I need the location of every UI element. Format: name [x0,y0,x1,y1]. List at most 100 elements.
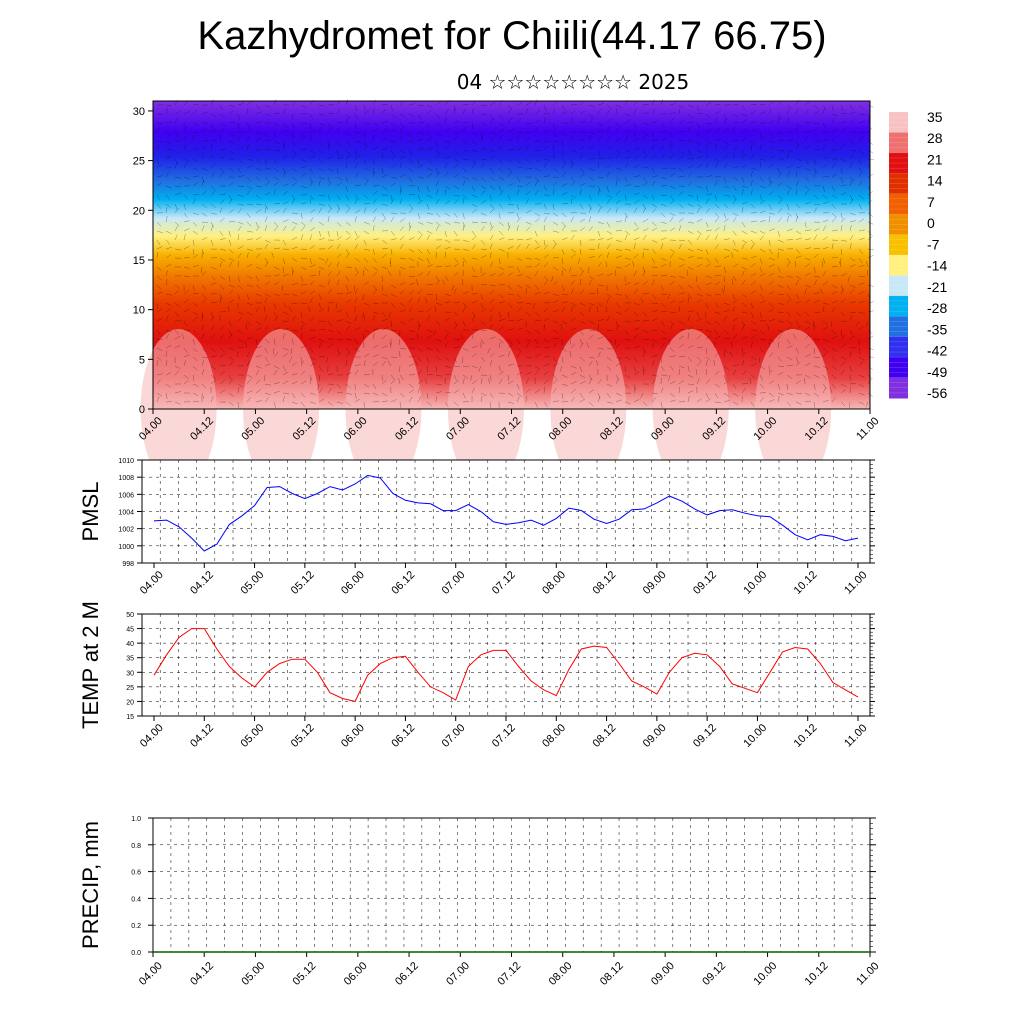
wind-barb [624,230,630,235]
wind-barb [291,149,297,155]
wind-barb [822,163,828,169]
wind-barb [487,378,491,385]
wind-barb [813,338,820,340]
wind-barb [849,351,852,358]
wind-barb [462,347,469,352]
wind-barb [849,284,856,288]
wind-barb [696,234,701,241]
wind-barb [768,264,775,268]
wind-barb [289,306,293,313]
wind-barb [165,333,169,340]
wind-barb [282,380,289,385]
wind-barb [246,158,253,161]
wind-barb [687,390,694,394]
wind-barb [768,180,773,187]
wind-barb [840,369,845,376]
wind-barb [570,158,573,165]
wind-barb [174,248,181,251]
wind-barb [327,144,331,151]
wind-barb [498,342,501,349]
wind-barb [345,253,350,259]
wind-barb [219,275,225,280]
wind-barb [192,167,199,171]
wind-barb [660,243,664,250]
wind-barb [723,309,730,313]
wind-barb [210,113,217,118]
wind-barb [642,270,646,277]
wind-barb [723,185,730,189]
wind-barb [696,203,702,208]
wind-barb [813,247,820,250]
wind-barb [156,360,159,367]
wind-barb [228,329,232,336]
wind-barb [660,329,666,335]
wind-barb [570,198,573,205]
wind-barb [569,351,572,358]
wind-barb [453,374,457,381]
wind-barb [705,129,712,133]
wind-barb [714,138,721,142]
wind-barb [543,104,547,111]
wind-barb [732,113,739,118]
wind-barb [579,356,585,362]
wind-barb [201,146,208,151]
wind-barb [174,329,180,335]
colorbar-swatch [889,132,908,154]
wind-barb [156,275,162,281]
wind-barb [696,311,700,318]
wind-barb [255,338,258,345]
wind-barb [516,225,519,232]
wind-barb [228,361,234,367]
wind-barb [480,320,486,326]
wind-barb [813,356,820,358]
wind-barb [327,383,334,385]
wind-barb [336,149,339,156]
wind-barb [525,131,532,134]
wind-barb [471,257,478,260]
wind-barb [219,353,226,358]
wind-barb [858,120,865,124]
wind-barb [255,226,260,232]
wind-barb [426,307,432,313]
wind-barb [705,113,711,118]
wind-barb [849,335,856,340]
wind-barb [705,275,712,278]
wind-barb [444,109,449,115]
wind-barb [237,122,240,129]
wind-barb [705,122,712,125]
wind-barb [156,144,160,151]
wind-barb [534,189,539,196]
wind-barb [632,261,635,268]
wind-barb [543,254,549,259]
wind-barb [669,227,676,232]
wind-barb [606,109,611,115]
wind-barb [462,257,467,263]
wind-barb [678,225,682,232]
wind-barb [804,229,811,232]
colorbar-swatch [889,234,908,256]
wind-barb [282,333,285,340]
wind-barb [633,282,640,286]
wind-barb [678,344,684,349]
wind-barb [336,243,341,250]
wind-barb [273,158,277,165]
wind-barb [471,230,476,236]
wind-barb [741,113,748,117]
wind-barb [165,308,172,313]
wind-barb [291,302,298,305]
wind-barb [318,176,325,180]
wind-barb [210,374,216,379]
wind-barb [453,158,460,163]
wind-barb [516,189,520,196]
wind-barb [273,352,279,358]
wind-barb [300,311,303,318]
wind-barb [255,369,260,376]
wind-barb [372,171,375,178]
wind-barb [687,293,692,299]
wind-barb [426,293,433,295]
wind-barb [192,212,199,215]
wind-barb [489,360,493,367]
wind-barb [597,273,604,277]
wind-barb [255,379,261,385]
wind-barb [381,103,388,106]
